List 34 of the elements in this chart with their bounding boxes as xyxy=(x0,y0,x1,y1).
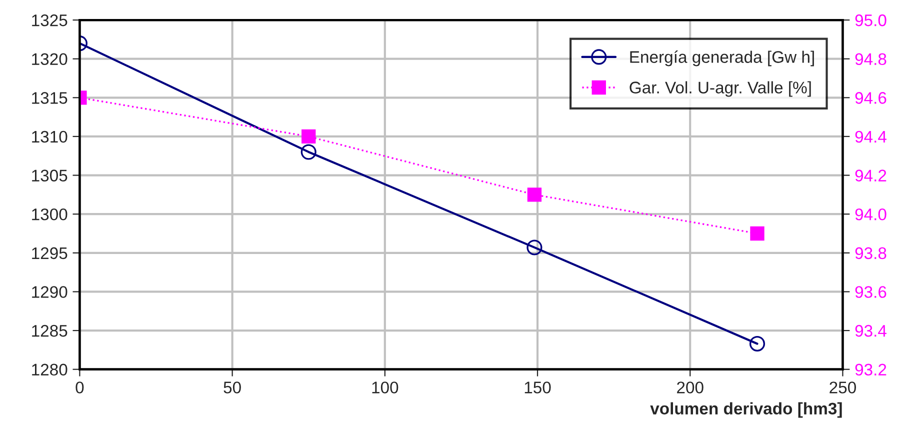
y2-tick-label: 93.6 xyxy=(855,286,886,298)
y2-tick-label: 95.0 xyxy=(855,14,886,26)
y-tick-label: 1280 xyxy=(32,364,68,376)
y2-tick-label: 94.6 xyxy=(855,92,886,104)
y2-tick-label: 93.4 xyxy=(855,324,886,337)
y-tick-label: 1315 xyxy=(32,92,68,104)
x-tick-label: 50 xyxy=(224,382,241,394)
y-tick-label: 1290 xyxy=(32,286,68,298)
y2-tick-label: 93.2 xyxy=(855,364,886,376)
x-tick-label: 150 xyxy=(524,382,551,394)
y-tick-label: 1300 xyxy=(32,208,68,220)
y-tick-label: 1295 xyxy=(32,247,68,260)
y-tick-label: 1305 xyxy=(32,170,68,182)
point xyxy=(527,188,542,202)
y-tick-label: 1285 xyxy=(32,324,68,337)
x-tick-label: 100 xyxy=(372,382,398,394)
y-tick-label: 1320 xyxy=(32,53,68,66)
point xyxy=(526,240,542,256)
x-tick-label: 0 xyxy=(76,382,84,394)
y2-tick-label: 94.2 xyxy=(855,170,886,182)
x-axis-title: volumen derivado [hm3] xyxy=(650,402,842,418)
legend-label: Energía generada [Gw h] xyxy=(630,50,814,66)
y2-tick-label: 94.8 xyxy=(855,53,886,66)
y2-tick-label: 94.0 xyxy=(855,208,886,220)
point xyxy=(749,336,766,352)
y-tick-label: 1310 xyxy=(32,130,68,143)
y2-tick-label: 94.4 xyxy=(855,130,886,143)
point xyxy=(302,129,316,144)
legend-label: Gar. Vol. U-agr. Valle [%] xyxy=(630,81,811,97)
y2-tick-label: 93.8 xyxy=(855,247,886,260)
y-tick-label: 1325 xyxy=(32,14,68,26)
point xyxy=(750,226,764,241)
x-tick-label: 250 xyxy=(830,382,856,394)
x-tick-label: 200 xyxy=(677,382,704,394)
